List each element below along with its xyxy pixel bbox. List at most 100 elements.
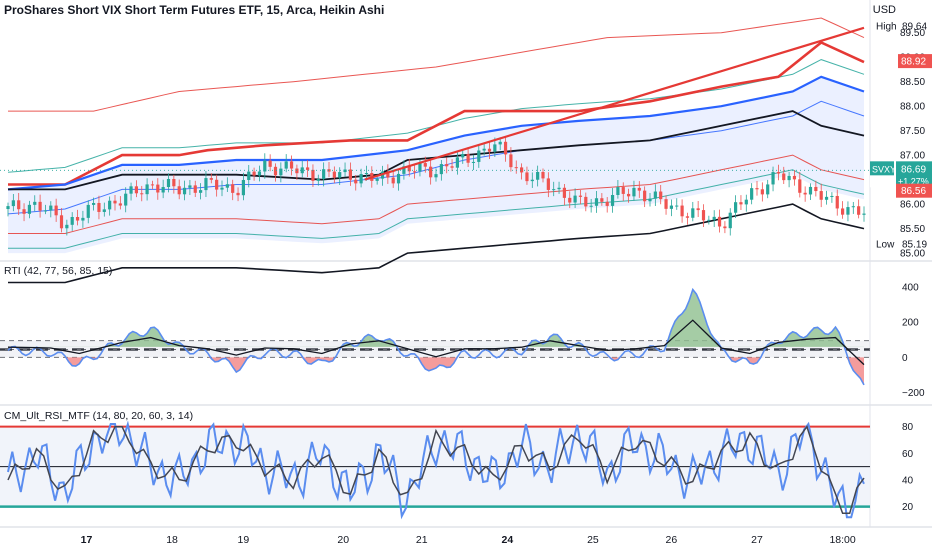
time-tick-label: 20	[337, 534, 349, 546]
price-tick-label: 85.00	[900, 249, 925, 260]
svxy-tag-symbol: SVXY	[872, 164, 896, 174]
candle-body	[621, 187, 625, 194]
rsi-tick-label: 60	[902, 449, 914, 460]
candle-body	[59, 215, 64, 229]
rsi-tick-label: 20	[902, 502, 914, 513]
candle-body	[375, 178, 379, 181]
candle-body	[108, 200, 112, 210]
candle-body	[188, 185, 192, 188]
candle-body	[685, 216, 690, 218]
candle-body	[846, 207, 850, 215]
candle-body	[525, 172, 529, 182]
low-label: Low	[876, 239, 895, 250]
candle-body	[498, 141, 502, 145]
candle-body	[145, 184, 149, 195]
candle-body	[118, 203, 122, 206]
candle-body	[273, 166, 278, 176]
candle-body	[129, 186, 133, 194]
candle-body	[707, 219, 711, 221]
currency-label: USD	[872, 4, 896, 16]
candle-body	[284, 161, 288, 169]
trendline	[364, 26, 865, 181]
price-tag-red-1	[898, 54, 932, 69]
price-tag-red-2-text: 86.56	[901, 186, 926, 197]
candle-body	[637, 187, 641, 191]
candle-body	[33, 201, 37, 205]
candle-body	[172, 179, 176, 187]
candle-body	[70, 217, 74, 225]
candle-body	[536, 171, 540, 180]
candle-body	[81, 217, 85, 221]
candle-body	[434, 174, 438, 178]
candle-body	[396, 173, 401, 184]
blue-bold-band	[7, 75, 865, 191]
candle-body	[803, 192, 807, 195]
candle-body	[17, 200, 21, 210]
candle-body	[782, 173, 786, 181]
candle-body	[471, 161, 476, 163]
candle-body	[6, 206, 10, 210]
candle-body	[391, 177, 395, 184]
candle-body	[739, 202, 743, 205]
candle-body	[776, 172, 780, 174]
candle-body	[750, 188, 754, 200]
candle-body	[541, 171, 545, 179]
candle-body	[134, 186, 138, 194]
candle-body	[209, 178, 213, 180]
candle-body	[450, 166, 454, 168]
candle-body	[54, 205, 58, 216]
price-tick-label: 85.50	[900, 224, 925, 235]
candle-body	[808, 186, 813, 195]
candle-body	[514, 167, 518, 169]
candle-body	[728, 212, 732, 229]
candle-body	[862, 213, 866, 215]
candle-body	[600, 198, 604, 202]
candle-body	[546, 178, 550, 190]
red-bold-band	[8, 40, 865, 186]
time-tick-label: 24	[501, 534, 513, 546]
candle-body	[241, 179, 245, 196]
lower-black-band	[8, 203, 865, 284]
rti-pane-title: RTI (42, 77, 56, 85, 15)	[4, 265, 113, 277]
candle-body	[231, 184, 235, 193]
price-tag-red-1-text: 88.92	[901, 57, 926, 68]
candle-body	[311, 169, 315, 181]
candle-body	[316, 179, 320, 181]
candle-body	[717, 216, 722, 227]
time-tick-label: 21	[416, 534, 428, 546]
candle-body	[766, 184, 770, 195]
candle-body	[493, 144, 497, 152]
candle-body	[610, 195, 615, 206]
candle-body	[824, 196, 829, 200]
candle-body	[744, 199, 748, 205]
candle-body	[841, 208, 845, 215]
candle-body	[247, 171, 251, 180]
candle-body	[343, 169, 347, 173]
candle-body	[723, 226, 727, 229]
candle-body	[798, 179, 802, 193]
rti-tick-label: 200	[902, 318, 919, 329]
candle-body	[423, 163, 427, 167]
time-tick-label: 25	[587, 534, 599, 546]
candle-body	[225, 184, 229, 188]
candle-body	[568, 197, 572, 203]
candle-body	[429, 166, 433, 178]
rti-tick-label: 400	[902, 282, 919, 293]
low-value: 85.19	[902, 239, 927, 250]
candle-body	[835, 195, 839, 209]
candle-body	[150, 184, 155, 186]
candle-body	[573, 195, 577, 203]
candle-body	[503, 141, 508, 155]
candle-body	[97, 202, 101, 212]
price-tick-label: 87.50	[900, 126, 925, 137]
candle-body	[161, 187, 165, 193]
rsi-tick-label: 40	[902, 476, 914, 487]
price-tick-label: 89.50	[900, 28, 925, 39]
svxy-tag-price-bg	[896, 161, 932, 188]
candle-body	[851, 206, 855, 208]
candle-body	[857, 206, 861, 215]
high-label: High	[876, 21, 897, 32]
candle-body	[787, 175, 791, 181]
chart-title: ProShares Short VIX Short Term Futures E…	[4, 3, 385, 17]
